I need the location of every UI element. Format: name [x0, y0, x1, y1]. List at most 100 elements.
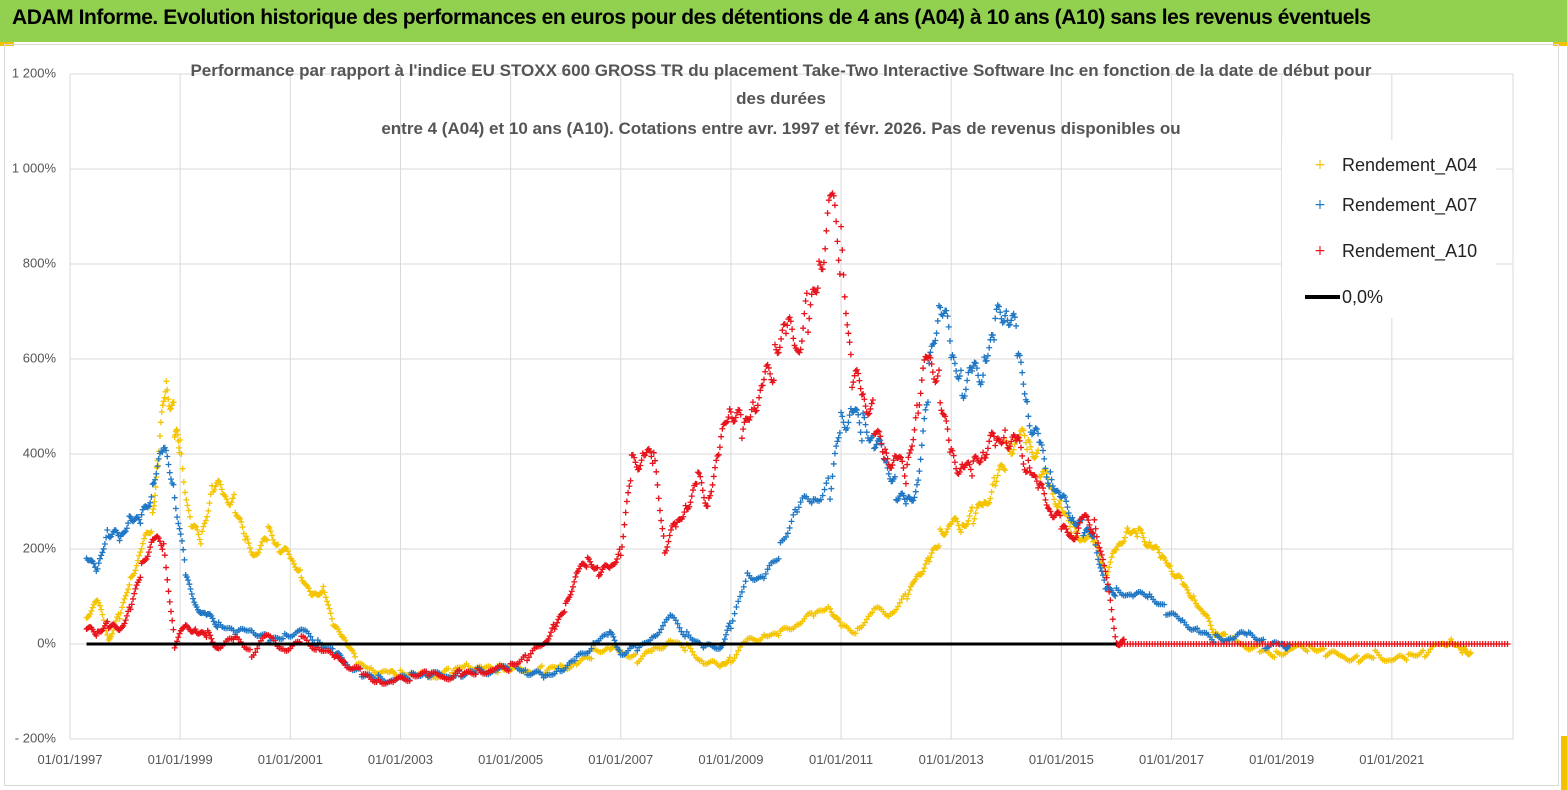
y-tick-label: - 200%	[15, 730, 57, 745]
x-tick-label: 01/01/2007	[588, 752, 653, 767]
data-point	[846, 339, 853, 346]
data-point	[1183, 584, 1190, 591]
data-point	[87, 610, 94, 617]
data-point	[867, 405, 874, 412]
data-point	[1073, 534, 1080, 541]
data-point	[767, 370, 774, 377]
data-point	[994, 472, 1001, 479]
data-point	[203, 634, 210, 641]
data-point	[861, 396, 868, 403]
data-point	[797, 346, 804, 353]
data-point	[127, 513, 134, 520]
data-point	[1010, 432, 1017, 439]
data-point	[571, 578, 578, 585]
data-point	[972, 510, 979, 517]
y-tick-label: 600%	[23, 350, 57, 365]
data-point	[138, 545, 145, 552]
data-point	[658, 626, 665, 633]
data-point	[808, 291, 815, 298]
data-point	[704, 503, 711, 510]
data-point	[128, 573, 135, 580]
data-point	[217, 481, 224, 488]
x-tick-label: 01/01/2003	[368, 752, 433, 767]
data-point	[122, 617, 129, 624]
data-point	[161, 444, 168, 451]
data-point	[120, 599, 127, 606]
data-point	[989, 332, 996, 339]
data-point	[982, 454, 989, 461]
data-point	[1016, 352, 1023, 359]
data-point	[112, 617, 119, 624]
data-point	[735, 647, 742, 654]
data-point	[656, 629, 663, 636]
data-point	[654, 481, 661, 488]
data-point	[176, 525, 183, 532]
data-point	[147, 544, 154, 551]
data-point	[944, 313, 951, 320]
data-point	[178, 450, 185, 457]
data-point	[1090, 530, 1097, 537]
data-point	[1096, 561, 1103, 568]
data-point	[896, 453, 903, 460]
data-point	[1106, 564, 1113, 571]
data-point	[1013, 322, 1020, 329]
data-point	[830, 460, 837, 467]
data-point	[104, 618, 111, 625]
data-point	[1055, 500, 1062, 507]
data-point	[827, 496, 834, 503]
data-point	[229, 495, 236, 502]
data-point	[1026, 439, 1033, 446]
data-point	[324, 598, 331, 605]
data-point	[1002, 427, 1009, 434]
data-point	[726, 620, 733, 627]
legend-label-A07: Rendement_A07	[1342, 195, 1477, 216]
x-tick-label: 01/01/2013	[919, 752, 984, 767]
data-point	[775, 555, 782, 562]
data-point	[572, 573, 579, 580]
data-point	[889, 462, 896, 469]
data-point	[1017, 359, 1024, 366]
data-point	[753, 407, 760, 414]
data-point	[625, 489, 632, 496]
data-point	[834, 238, 841, 245]
data-point	[920, 427, 927, 434]
data-point	[136, 552, 143, 559]
data-point	[222, 493, 229, 500]
data-point	[1107, 559, 1114, 566]
data-point	[1320, 645, 1327, 652]
data-point	[935, 542, 942, 549]
data-point	[825, 475, 832, 482]
data-point	[816, 258, 823, 265]
data-point	[731, 610, 738, 617]
x-tick-label: 01/01/2017	[1139, 752, 1204, 767]
data-point	[588, 645, 595, 652]
y-tick-label: 400%	[23, 445, 57, 460]
data-point	[297, 566, 304, 573]
data-point	[902, 480, 909, 487]
data-point	[326, 605, 333, 612]
data-point	[1041, 455, 1048, 462]
data-point	[1084, 513, 1091, 520]
data-point	[790, 335, 797, 342]
data-point	[801, 310, 808, 317]
data-point	[820, 259, 827, 266]
data-point	[802, 297, 809, 304]
data-point	[183, 574, 190, 581]
data-point	[621, 521, 628, 528]
data-point	[969, 472, 976, 479]
data-point	[98, 552, 105, 559]
data-point	[647, 448, 654, 455]
data-point	[999, 439, 1006, 446]
x-tick-label: 01/01/2001	[258, 752, 323, 767]
data-point	[907, 446, 914, 453]
data-point	[1032, 453, 1039, 460]
data-point	[906, 586, 913, 593]
data-point	[719, 425, 726, 432]
data-point	[765, 364, 772, 371]
data-point	[707, 492, 714, 499]
data-point	[617, 552, 624, 559]
data-point	[782, 533, 789, 540]
data-point	[682, 647, 689, 654]
data-point	[978, 379, 985, 385]
data-point	[841, 293, 848, 300]
